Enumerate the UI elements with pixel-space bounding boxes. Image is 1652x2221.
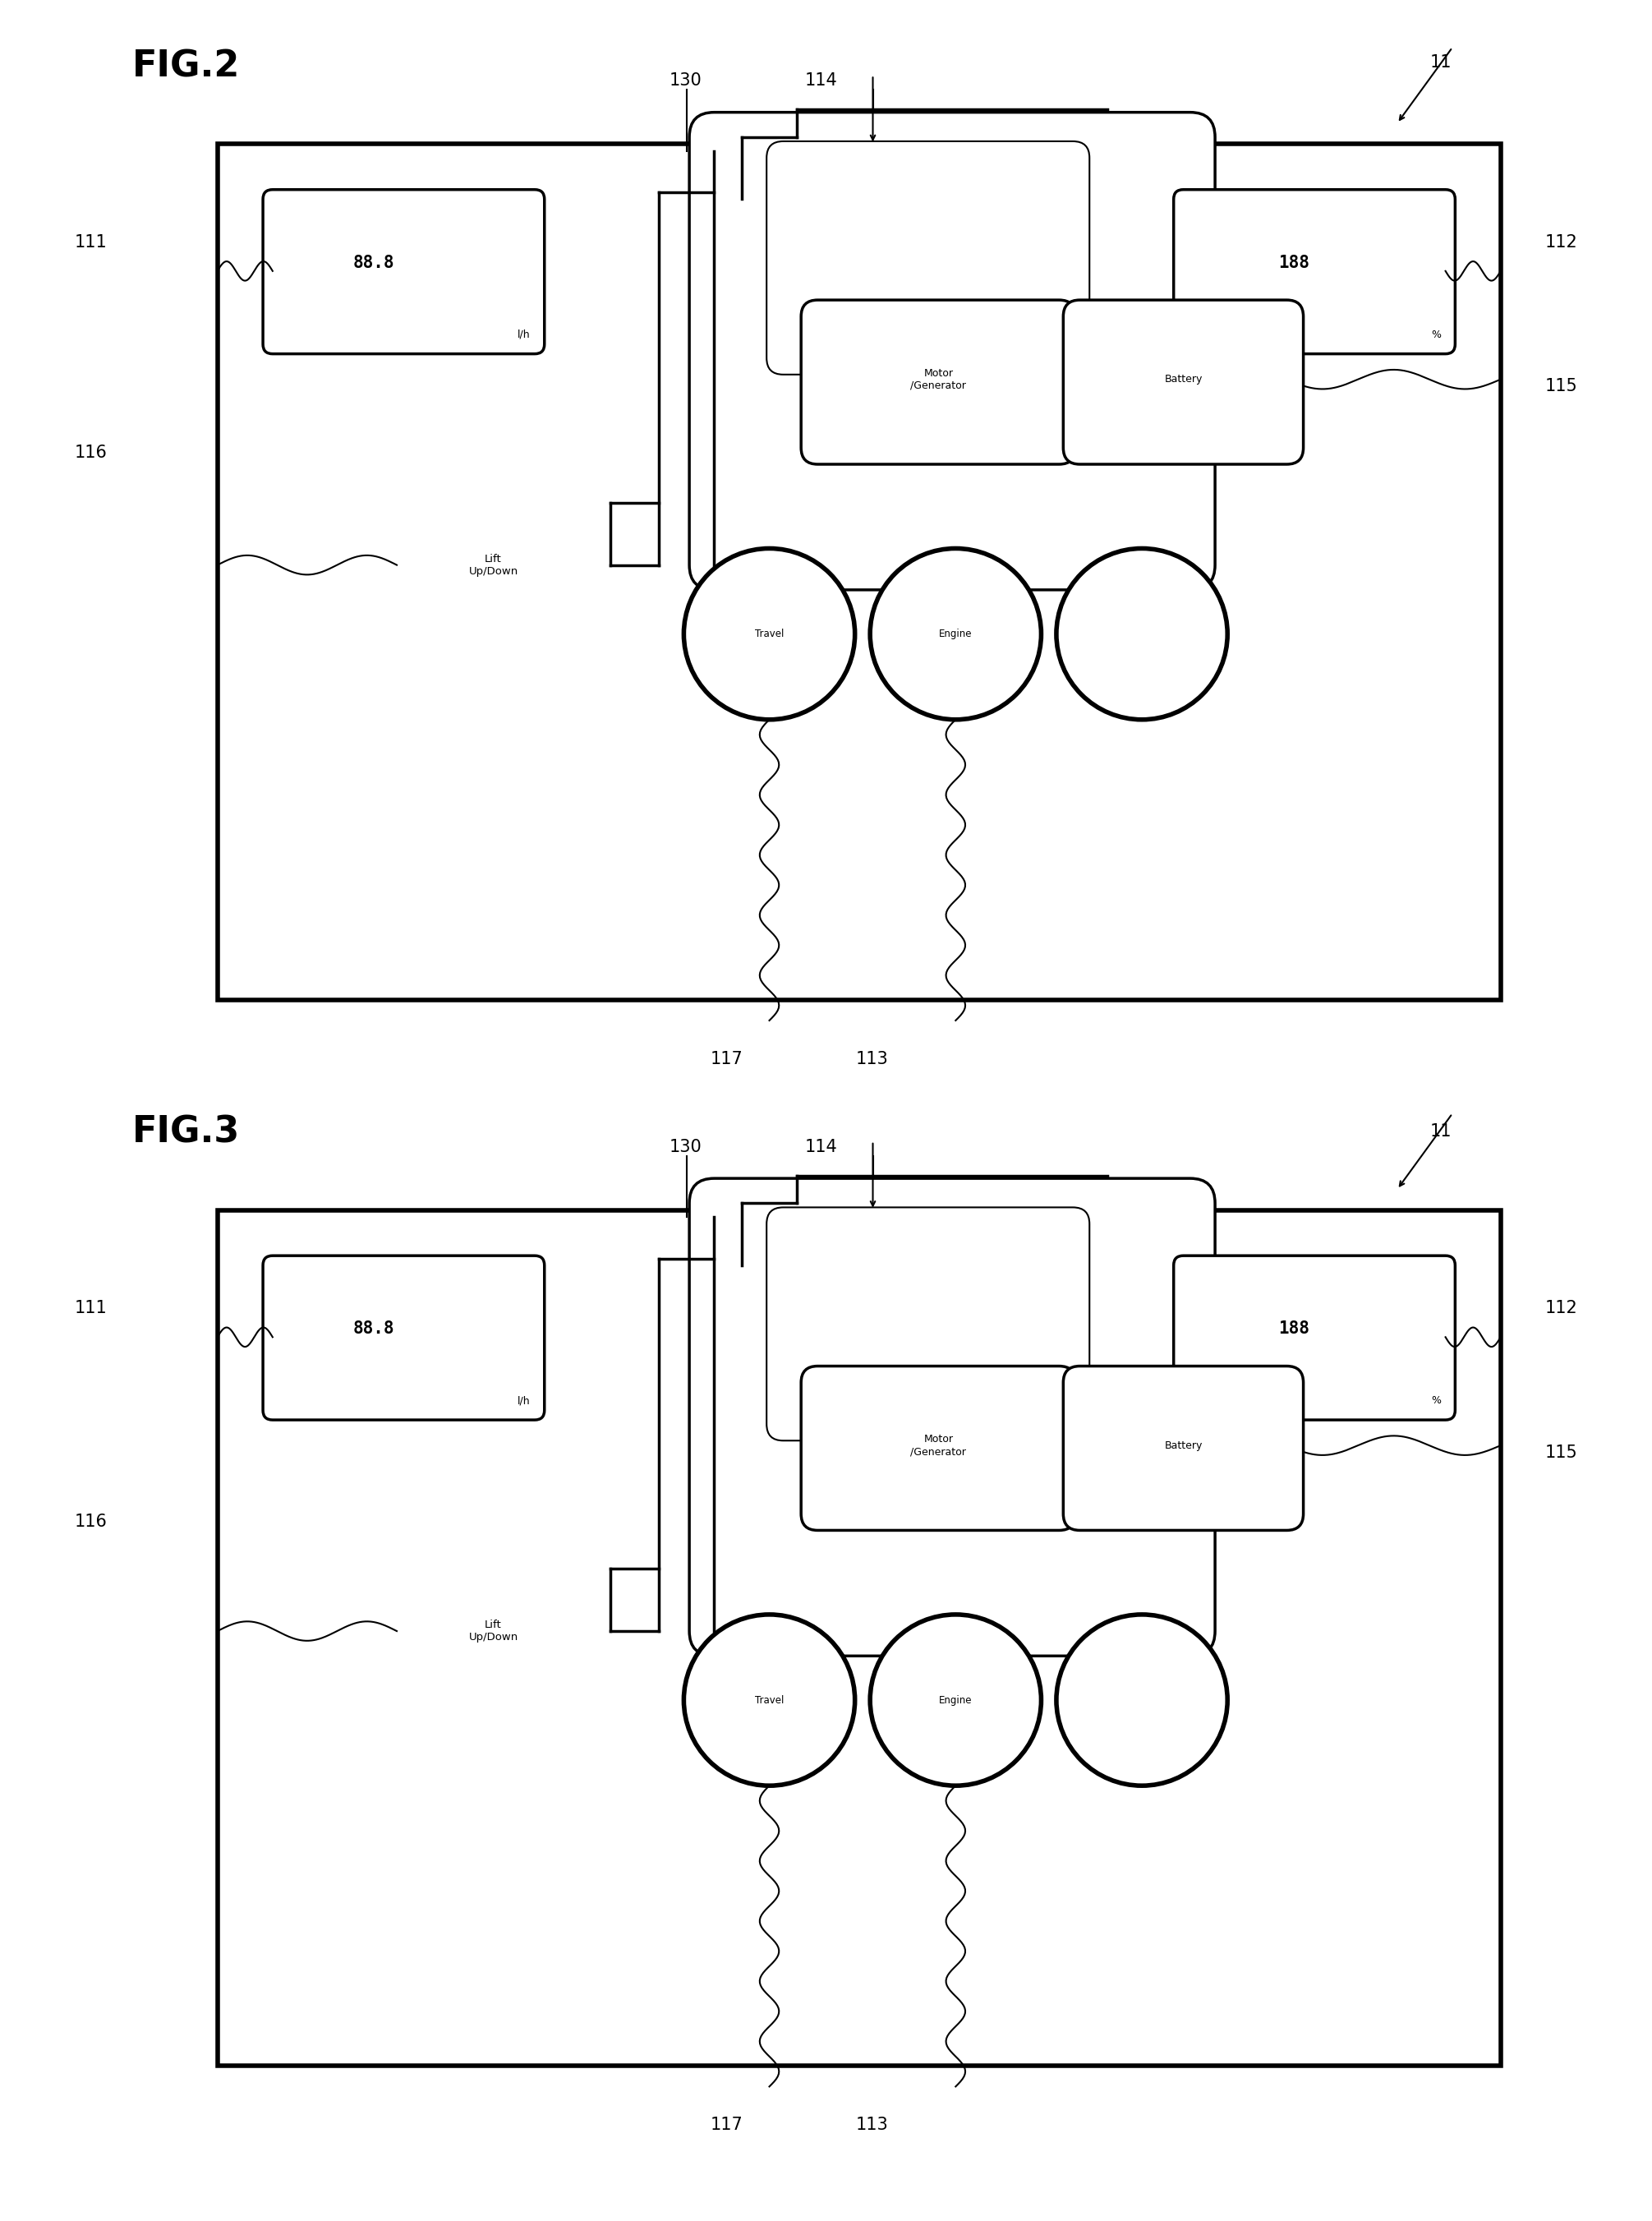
Text: 188: 188 [1279, 255, 1310, 271]
Circle shape [871, 1615, 1041, 1786]
Text: 88.8: 88.8 [352, 1321, 395, 1337]
FancyBboxPatch shape [218, 144, 1500, 999]
FancyBboxPatch shape [1064, 300, 1303, 464]
Text: 130: 130 [669, 1139, 702, 1155]
Text: 11: 11 [1429, 1124, 1452, 1139]
Text: Engine: Engine [938, 1695, 973, 1706]
FancyBboxPatch shape [263, 1255, 545, 1419]
Text: Lift
Up/Down: Lift Up/Down [469, 553, 519, 577]
Text: Travel: Travel [755, 629, 785, 640]
Text: 115: 115 [1545, 378, 1578, 395]
Circle shape [684, 549, 854, 720]
Text: Travel: Travel [755, 1695, 785, 1706]
Text: Battery: Battery [1165, 1439, 1203, 1450]
Circle shape [871, 549, 1041, 720]
Text: 114: 114 [805, 73, 838, 89]
Text: 88.8: 88.8 [352, 255, 395, 271]
Circle shape [1056, 549, 1227, 720]
FancyBboxPatch shape [801, 1366, 1075, 1530]
Text: Engine: Engine [938, 629, 973, 640]
Text: 188: 188 [1279, 1321, 1310, 1337]
Text: 116: 116 [74, 444, 107, 462]
Text: 111: 111 [74, 233, 107, 251]
FancyBboxPatch shape [767, 142, 1089, 375]
Text: 117: 117 [710, 2117, 743, 2132]
Text: 116: 116 [74, 1513, 107, 1530]
Text: 114: 114 [805, 1139, 838, 1155]
FancyBboxPatch shape [1173, 1255, 1455, 1419]
Text: 117: 117 [710, 1051, 743, 1066]
Text: Battery: Battery [1165, 373, 1203, 384]
Text: 113: 113 [856, 2117, 889, 2132]
Text: l/h: l/h [517, 1395, 530, 1406]
FancyBboxPatch shape [263, 189, 545, 353]
Text: %: % [1431, 1395, 1441, 1406]
FancyBboxPatch shape [218, 1210, 1500, 2066]
FancyBboxPatch shape [801, 300, 1075, 464]
Circle shape [684, 1615, 854, 1786]
Text: 111: 111 [74, 1299, 107, 1317]
FancyBboxPatch shape [689, 1179, 1214, 1657]
Text: FIG.3: FIG.3 [132, 1115, 240, 1150]
Text: l/h: l/h [517, 329, 530, 340]
Text: %: % [1431, 329, 1441, 340]
FancyBboxPatch shape [689, 113, 1214, 591]
Text: 130: 130 [669, 73, 702, 89]
Text: FIG.2: FIG.2 [132, 49, 240, 84]
Text: 112: 112 [1545, 233, 1578, 251]
Text: 113: 113 [856, 1051, 889, 1066]
Text: 112: 112 [1545, 1299, 1578, 1317]
FancyBboxPatch shape [1064, 1366, 1303, 1530]
Text: 115: 115 [1545, 1444, 1578, 1461]
Text: Motor
/Generator: Motor /Generator [910, 1435, 966, 1457]
Text: Lift
Up/Down: Lift Up/Down [469, 1619, 519, 1644]
FancyBboxPatch shape [1173, 189, 1455, 353]
Text: 11: 11 [1429, 56, 1452, 71]
Text: Motor
/Generator: Motor /Generator [910, 369, 966, 391]
FancyBboxPatch shape [767, 1208, 1089, 1441]
Circle shape [1056, 1615, 1227, 1786]
